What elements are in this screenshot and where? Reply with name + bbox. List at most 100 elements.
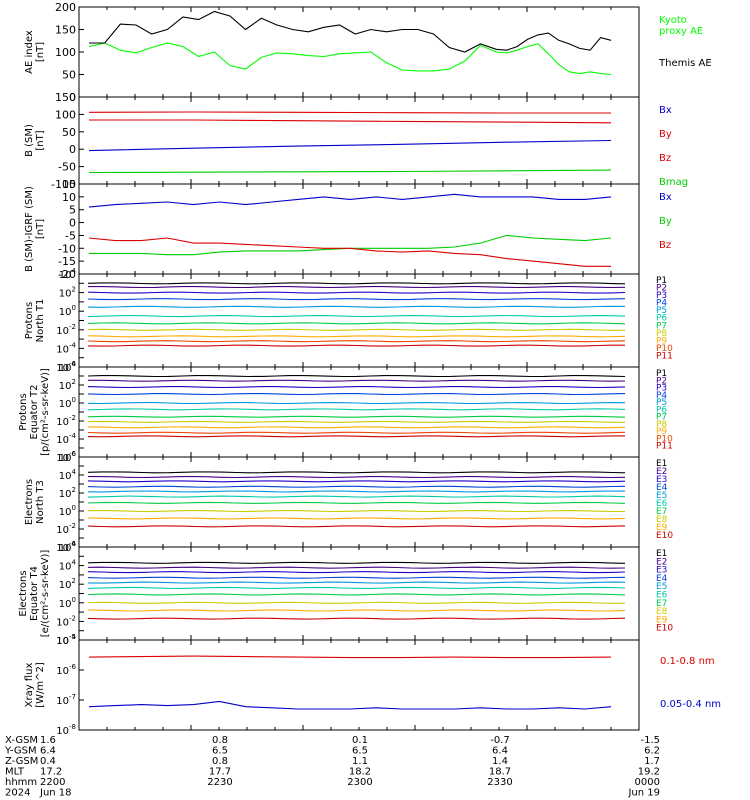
y-axis-label: [nT] [35, 42, 46, 62]
x-annotation-value: 19.2 [638, 767, 660, 778]
legend-entry: E10 [656, 531, 673, 541]
legend-entry: P8 [656, 420, 667, 430]
x-annotation-value: 0.8 [212, 735, 228, 746]
y-tick-label: 10-8 [56, 723, 76, 737]
x-annotation-value: -0.7 [490, 735, 510, 746]
series-line-e9 [87, 609, 626, 612]
series-line-p2 [88, 379, 626, 382]
legend-entry: E3 [656, 566, 667, 576]
y-axis-label: Xray flux [24, 663, 35, 708]
y-axis-label: [W/m^2] [35, 662, 46, 708]
legend-entry: E7 [656, 599, 667, 609]
y-tick-label: -50 [58, 161, 76, 174]
x-annotation-value: 0.4 [40, 756, 56, 767]
legend-entry: P2 [656, 284, 667, 294]
y-tick-label: 100 [59, 596, 76, 610]
legend-entry: P10 [656, 434, 673, 444]
x-annotation-value: 0000 [635, 777, 660, 788]
series-line-p4 [87, 298, 626, 301]
series-line-e5 [87, 581, 626, 584]
y-tick-label: 104 [59, 267, 77, 281]
legend-entry: Bx [659, 192, 672, 203]
x-annotation-value: 6.5 [352, 746, 368, 757]
y-tick-label: 10-4 [56, 432, 76, 446]
y-tick-label: 104 [59, 468, 77, 482]
y-axis-label: North T1 [35, 299, 46, 343]
legend-entry: P7 [656, 321, 667, 331]
y-tick-label: 100 [55, 108, 76, 121]
panel-frame [78, 6, 640, 98]
series-line-p8 [87, 328, 626, 331]
y-axis-label: Electrons [24, 479, 35, 525]
series-line-e1 [87, 471, 626, 474]
y-tick-label: 10-4 [56, 633, 76, 647]
series-line-e1 [87, 561, 626, 564]
legend-entry: P3 [656, 384, 667, 394]
series-line-e6 [87, 495, 626, 498]
legend-entry: Bz [659, 240, 671, 251]
y-tick-label: 100 [59, 304, 76, 318]
y-tick-label: 10-6 [56, 663, 76, 677]
y-tick-label: 102 [59, 378, 76, 392]
x-annotation-value: 2230 [207, 777, 232, 788]
series-line-e4 [87, 485, 626, 488]
series-line-e5 [87, 490, 626, 493]
x-annotation-row-label: X-GSM [5, 735, 38, 746]
y-axis-label: AE index [24, 30, 35, 74]
panel-frame [78, 273, 640, 368]
y-tick-label: 10-2 [56, 414, 76, 428]
legend-entry: E5 [656, 582, 667, 592]
legend-entry: By [659, 216, 672, 227]
y-tick-label: 10-2 [56, 323, 76, 337]
series-line-e2 [88, 476, 626, 479]
x-annotation-value: 17.7 [209, 767, 231, 778]
series-line-p8 [87, 420, 625, 423]
y-axis-label: [e/(cm²-s-sr-keV)] [40, 550, 51, 638]
legend-entry: P8 [656, 329, 667, 339]
series-line-p10 [87, 340, 626, 343]
series-line-p4 [87, 393, 626, 396]
y-tick-label: 102 [59, 286, 76, 300]
panel-frame [78, 456, 640, 548]
y-tick-label: 10-6 [56, 360, 76, 374]
y-axis-label: B (SM)-IGRF (SM) [24, 186, 35, 272]
legend-entry: P5 [656, 398, 667, 408]
series-line-bx [88, 193, 612, 208]
series-line-p5 [87, 402, 626, 405]
x-annotation-value: 6.2 [644, 746, 660, 757]
series-line-kyoto-proxy-ae [88, 42, 612, 76]
y-tick-label: 100 [55, 46, 76, 59]
y-tick-label: -10 [58, 242, 76, 255]
legend-entry: Bmag [659, 177, 688, 188]
series-line-p6 [87, 315, 626, 318]
series-line-bmag [88, 169, 612, 174]
series-line-p9 [87, 426, 626, 429]
y-tick-label: 104 [59, 559, 77, 573]
legend-entry: P11 [656, 351, 673, 361]
series-line-bz [88, 237, 611, 267]
series-line-themis-ae [89, 10, 612, 53]
y-axis-label: [nT] [35, 130, 46, 150]
y-axis-label: Protons [24, 302, 35, 339]
y-tick-label: 15 [62, 178, 76, 191]
y-tick-label: 0 [69, 217, 76, 230]
legend-entry: E9 [656, 523, 668, 533]
panel-6: Electrons Equator T4 [e/(cm²-s-sr-keV)] E1E… [18, 546, 673, 641]
legend-entry: 0.05-0.4 nm [660, 699, 721, 710]
legend-entry: P6 [656, 405, 667, 415]
series-line-0-05-0-4-nm [88, 700, 612, 710]
series-line-p11 [87, 435, 625, 438]
legend-entry: E5 [656, 491, 667, 501]
y-tick-label: 10-4 [56, 341, 76, 355]
series-line-p3 [87, 291, 626, 294]
y-tick-label: 10-2 [56, 522, 76, 536]
y-axis-label: Electrons [18, 570, 29, 616]
legend-entry: P4 [656, 391, 667, 401]
series-line-p7 [87, 322, 626, 325]
legend-entry: E9 [656, 615, 668, 625]
